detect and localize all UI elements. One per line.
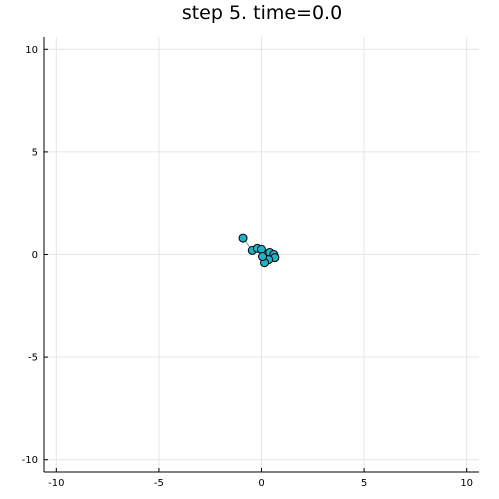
y-tick-label: -5: [28, 353, 38, 364]
x-tick-label: 5: [361, 478, 367, 489]
x-tick-labels: -10 -5 0 5 10: [48, 468, 473, 489]
x-tick-label: 0: [258, 478, 264, 489]
x-tick-label: -10: [48, 478, 64, 489]
scatter-point: [258, 252, 268, 262]
chart-title: step 5. time=0.0: [182, 2, 342, 24]
y-tick-label: -10: [22, 455, 38, 466]
data-points: [238, 233, 280, 268]
x-tick-label: -5: [154, 478, 164, 489]
y-tick-label: 10: [25, 45, 38, 56]
scatter-point: [257, 244, 266, 254]
scatter-point: [238, 233, 248, 243]
x-tick-label: 10: [460, 478, 473, 489]
y-tick-labels: -10 -5 0 5 10: [22, 45, 48, 466]
y-tick-label: 5: [32, 147, 38, 158]
y-tick-label: 0: [32, 250, 38, 261]
